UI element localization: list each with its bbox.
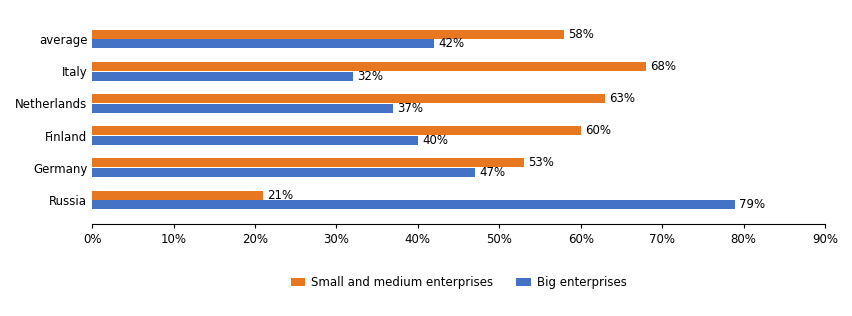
Bar bbox=[92, 158, 523, 167]
Bar bbox=[92, 126, 580, 135]
Bar bbox=[92, 104, 393, 113]
Bar bbox=[92, 200, 734, 209]
Bar bbox=[92, 168, 475, 177]
Text: 21%: 21% bbox=[267, 189, 293, 202]
Text: 47%: 47% bbox=[478, 166, 504, 179]
Bar bbox=[92, 62, 645, 71]
Text: 42%: 42% bbox=[438, 37, 463, 51]
Text: 58%: 58% bbox=[567, 28, 594, 41]
Text: 37%: 37% bbox=[397, 102, 423, 115]
Bar bbox=[92, 40, 434, 48]
Text: 40%: 40% bbox=[422, 134, 447, 147]
Bar bbox=[92, 72, 352, 81]
Text: 63%: 63% bbox=[608, 92, 635, 105]
Bar bbox=[92, 94, 604, 103]
Bar bbox=[92, 136, 417, 145]
Legend: Small and medium enterprises, Big enterprises: Small and medium enterprises, Big enterp… bbox=[285, 272, 630, 294]
Text: 79%: 79% bbox=[739, 198, 765, 211]
Text: 53%: 53% bbox=[527, 156, 553, 169]
Bar bbox=[92, 30, 564, 39]
Text: 60%: 60% bbox=[584, 124, 610, 137]
Bar bbox=[92, 191, 262, 199]
Text: 68%: 68% bbox=[649, 60, 675, 73]
Text: 32%: 32% bbox=[356, 70, 383, 82]
